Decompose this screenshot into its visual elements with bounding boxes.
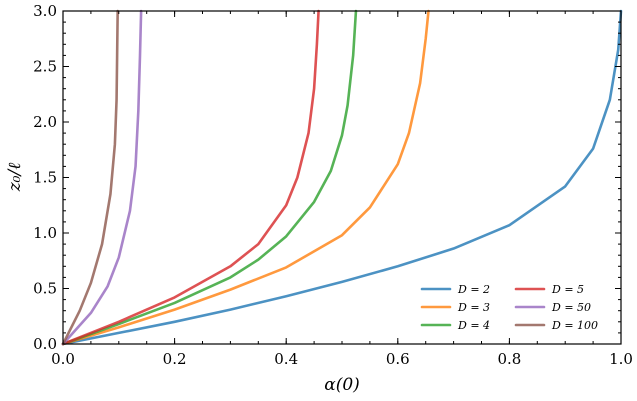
series-line-3	[61, 9, 358, 346]
x-axis-label: α(0)	[324, 375, 360, 395]
legend-label-3: D = 4	[457, 319, 490, 332]
y-axis-label: z₀/ℓ	[5, 163, 25, 193]
x-tick-label: 0.4	[274, 350, 298, 368]
y-tick-label: 2.5	[33, 58, 57, 76]
y-tick-label: 3.0	[33, 2, 57, 20]
series-line-6	[61, 9, 119, 346]
x-tick-label: 0.0	[51, 350, 75, 368]
y-tick-label: 0.0	[33, 335, 57, 353]
y-tick-label: 1.0	[33, 224, 57, 242]
series-lines	[61, 9, 623, 346]
x-tick-label: 0.6	[386, 350, 410, 368]
series-line-5	[61, 9, 143, 346]
y-tick-label: 2.0	[33, 113, 57, 131]
plot-frame	[62, 10, 622, 345]
legend-label-1: D = 2	[457, 283, 490, 296]
x-tick-label: 0.2	[163, 350, 187, 368]
legend-label-6: D = 100	[551, 319, 598, 332]
legend-label-4: D = 5	[551, 283, 584, 296]
legend-label-2: D = 3	[457, 301, 490, 314]
series-line-1	[61, 9, 623, 346]
y-tick-label: 1.5	[33, 169, 57, 187]
series-line-4	[61, 9, 320, 346]
axis-ticks: 0.0 0.2 0.4 0.6 0.8 1.0 0.0 0.5 1.0 1.5 2.0 2.5 3.0	[33, 2, 633, 368]
x-tick-label: 0.8	[497, 350, 521, 368]
legend: D = 2 D = 3 D = 4 D = 5 D = 50 D = 100	[420, 283, 598, 332]
y-tick-label: 0.5	[33, 280, 57, 298]
x-tick-label: 1.0	[609, 350, 633, 368]
legend-label-5: D = 50	[551, 301, 591, 314]
series-line-2	[61, 9, 430, 346]
